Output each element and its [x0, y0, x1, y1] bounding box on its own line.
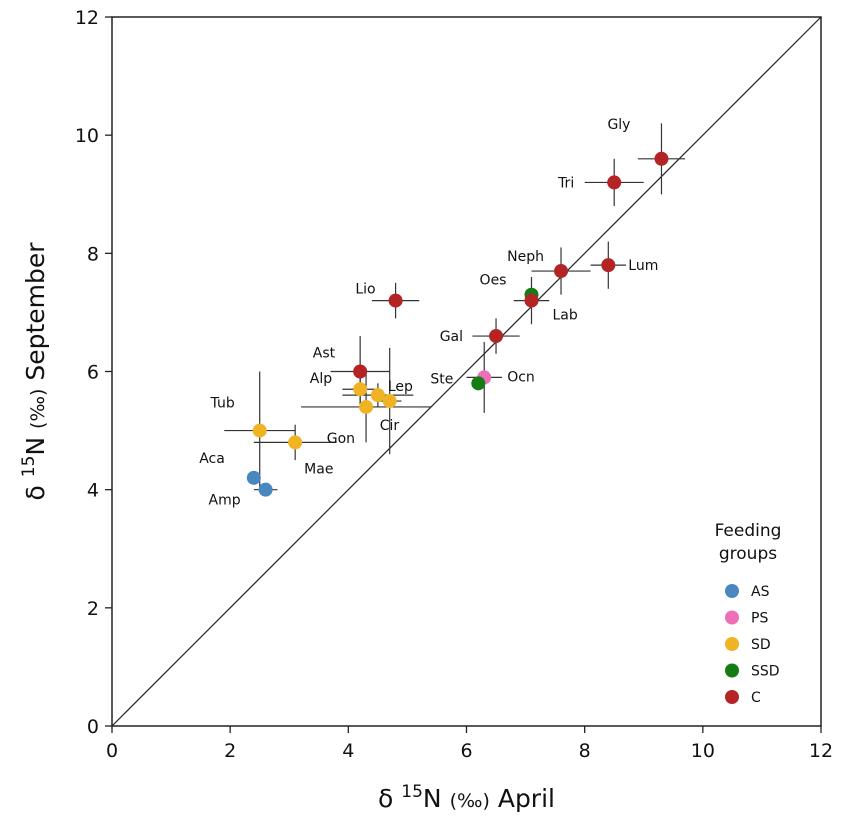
- point-neph: [554, 264, 569, 279]
- point-label-gon: Gon: [327, 431, 355, 447]
- point-label-lio: Lio: [355, 282, 375, 298]
- point-lum: [601, 258, 616, 273]
- legend: Feeding groups AS PS SD SSD C: [715, 521, 782, 706]
- y-tick-label-8: 8: [87, 243, 99, 265]
- legend-label-as: AS: [751, 584, 770, 600]
- x-tick-label-6: 6: [460, 740, 472, 762]
- point-gon: [359, 399, 374, 414]
- x-tick-label-12: 12: [809, 740, 833, 762]
- x-tick-label-10: 10: [691, 740, 715, 762]
- point-amp: [258, 482, 273, 497]
- y-tick-label-2: 2: [87, 598, 99, 620]
- point-label-alp: Alp: [310, 371, 332, 387]
- ticks-layer: 0 2 4 6 8 10 12 0 2 4 6 8 10 12: [75, 7, 833, 762]
- y-axis-label: δ 15N (‰) September: [19, 242, 50, 501]
- point-lep: [370, 388, 385, 403]
- point-label-lep: Lep: [388, 379, 413, 395]
- legend-label-ps: PS: [751, 611, 768, 627]
- point-alp: [353, 382, 368, 397]
- point-aca: [246, 470, 261, 485]
- point-label-oes: Oes: [480, 273, 507, 289]
- plot-frame: [111, 16, 822, 727]
- point-label-neph: Neph: [507, 249, 544, 265]
- point-labels-layer: Aca Amp Tub Mae Alp Gon Lep Cir Ast Lio Ocn Ste Gal O…: [199, 117, 658, 509]
- legend-marker-ssd: [725, 663, 739, 678]
- points-layer: [246, 151, 669, 497]
- legend-marker-ps: [725, 610, 739, 625]
- point-tri: [607, 175, 622, 190]
- x-tick-label-2: 2: [224, 740, 236, 762]
- point-label-lum: Lum: [628, 258, 658, 274]
- y-tick-label-10: 10: [75, 125, 99, 147]
- legend-marker-sd: [725, 637, 739, 651]
- point-lio: [388, 293, 403, 308]
- y-tick-label-4: 4: [87, 480, 99, 502]
- legend-title-line-1: Feeding: [715, 521, 782, 541]
- point-label-gly: Gly: [607, 117, 630, 133]
- point-label-ste: Ste: [430, 371, 453, 387]
- legend-marker-c: [725, 690, 739, 704]
- point-cir: [382, 394, 397, 409]
- x-axis-label: δ 15N (‰) April: [378, 782, 555, 813]
- point-label-aca: Aca: [199, 451, 225, 467]
- x-tick-label-0: 0: [106, 740, 118, 762]
- one-to-one-line: [111, 16, 822, 727]
- point-label-mae: Mae: [304, 461, 333, 477]
- legend-title-line-2: groups: [719, 544, 777, 564]
- legend-label-c: C: [751, 690, 761, 706]
- point-ast: [353, 364, 368, 379]
- point-label-gal: Gal: [440, 329, 463, 345]
- point-ste: [471, 376, 486, 391]
- point-label-tub: Tub: [210, 396, 235, 412]
- point-label-amp: Amp: [209, 493, 241, 509]
- point-lab: [524, 293, 539, 308]
- point-label-lab: Lab: [552, 308, 577, 324]
- point-gly: [654, 151, 669, 166]
- point-label-cir: Cir: [380, 418, 400, 434]
- x-tick-label-8: 8: [579, 740, 591, 762]
- legend-entries: AS PS SD SSD C: [725, 584, 780, 706]
- point-label-ocn: Ocn: [507, 369, 535, 385]
- point-gal: [489, 329, 504, 344]
- point-tub: [252, 423, 267, 438]
- x-tick-label-4: 4: [342, 740, 354, 762]
- point-mae: [288, 435, 303, 450]
- point-label-ast: Ast: [313, 346, 336, 362]
- y-tick-label-6: 6: [87, 362, 99, 384]
- point-label-tri: Tri: [557, 175, 574, 191]
- legend-marker-as: [725, 584, 739, 598]
- y-tick-label-0: 0: [87, 716, 99, 738]
- legend-label-ssd: SSD: [751, 664, 780, 680]
- y-tick-label-12: 12: [75, 7, 99, 29]
- legend-label-sd: SD: [751, 637, 771, 653]
